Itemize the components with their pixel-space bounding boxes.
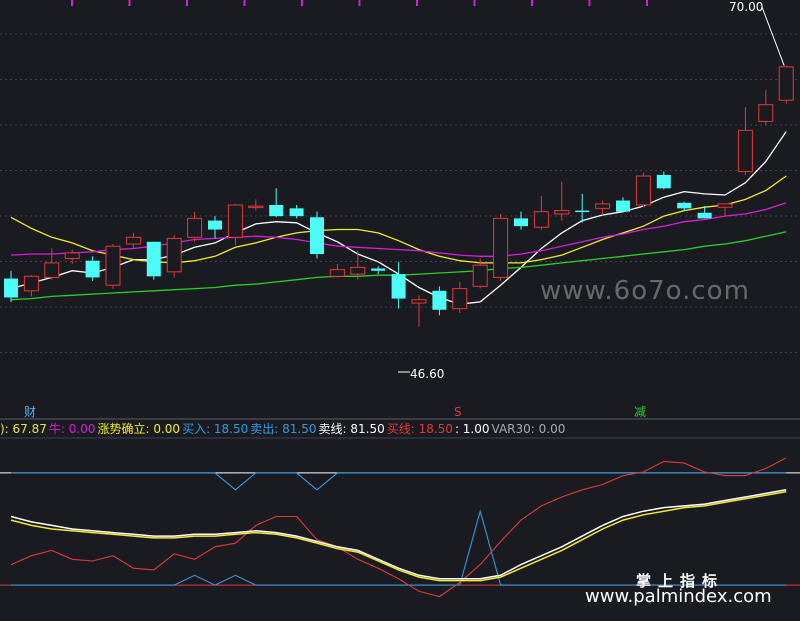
candle-body <box>248 205 264 209</box>
candle-body <box>310 217 324 255</box>
candle-body <box>758 104 774 122</box>
candle-body <box>289 208 304 217</box>
watermark-site: www.palmindex.com <box>585 586 772 607</box>
watermark-stylized: www.6o7o.com <box>540 276 750 306</box>
candle-body <box>616 200 630 212</box>
signal-cai-label: 财 <box>24 405 37 419</box>
legend-item: 买线: 18.50 <box>386 422 453 436</box>
candle-body <box>677 202 692 209</box>
candle-body <box>575 210 590 213</box>
candle-body <box>452 288 468 310</box>
candle-body <box>4 278 18 298</box>
candle-body <box>595 203 611 209</box>
signal-s-label: S <box>454 405 462 419</box>
low-price-label: 46.60 <box>410 367 445 381</box>
legend-item: ): 67.87 <box>0 422 47 436</box>
indicator-line <box>10 489 787 580</box>
candle-body <box>227 204 243 238</box>
moving-average-line <box>10 175 787 264</box>
candle-body <box>64 252 80 259</box>
candle-body <box>166 237 182 273</box>
indicator-line <box>10 490 787 582</box>
candle-body <box>737 129 753 173</box>
signal-jian-label: 减 <box>634 405 647 419</box>
candle-body <box>371 268 386 271</box>
candle-body <box>85 260 100 278</box>
candle-body <box>208 220 222 230</box>
candle-body <box>391 274 406 299</box>
candle-body <box>44 262 60 278</box>
legend-item: : 1.00 <box>454 422 490 436</box>
legend-item: VAR30: 0.00 <box>491 422 566 436</box>
candle-body <box>269 205 284 217</box>
legend-item: 涨势确立: 0.00 <box>97 422 181 436</box>
legend-item: 牛: 0.00 <box>48 422 96 436</box>
legend-item: 卖线: 81.50 <box>318 422 385 436</box>
high-price-label: 70.00 <box>729 0 764 14</box>
candle-body <box>350 266 366 275</box>
candle-body <box>125 236 141 245</box>
candle-body <box>778 66 794 101</box>
watermark-brand: 掌上指标 <box>636 572 725 590</box>
candle-body <box>635 175 651 206</box>
candle-body <box>472 264 488 287</box>
indicator-legend: ): 67.87 牛: 0.00 涨势确立: 0.00 买入: 18.50 卖出: 81… <box>0 421 800 437</box>
candle-body <box>105 245 121 286</box>
candle-body <box>514 218 528 227</box>
candle-body <box>554 210 570 215</box>
indicator-line <box>10 457 787 598</box>
high-arrow <box>761 6 785 66</box>
candle-body <box>432 290 447 310</box>
indicator-line <box>11 472 787 491</box>
candle-body <box>717 203 733 208</box>
candle-body <box>533 211 549 228</box>
candle-body <box>656 174 671 189</box>
candle-body <box>697 212 712 219</box>
candle-body <box>493 217 509 278</box>
candle-body <box>329 269 345 277</box>
moving-average-line <box>10 202 787 257</box>
candle-body <box>23 275 39 292</box>
indicator-line <box>11 509 787 586</box>
candle-body <box>187 217 203 238</box>
candle-body <box>146 241 161 277</box>
legend-item: 买入: 18.50 <box>182 422 249 436</box>
legend-item: 卖出: 81.50 <box>250 422 317 436</box>
candle-body <box>411 299 427 304</box>
